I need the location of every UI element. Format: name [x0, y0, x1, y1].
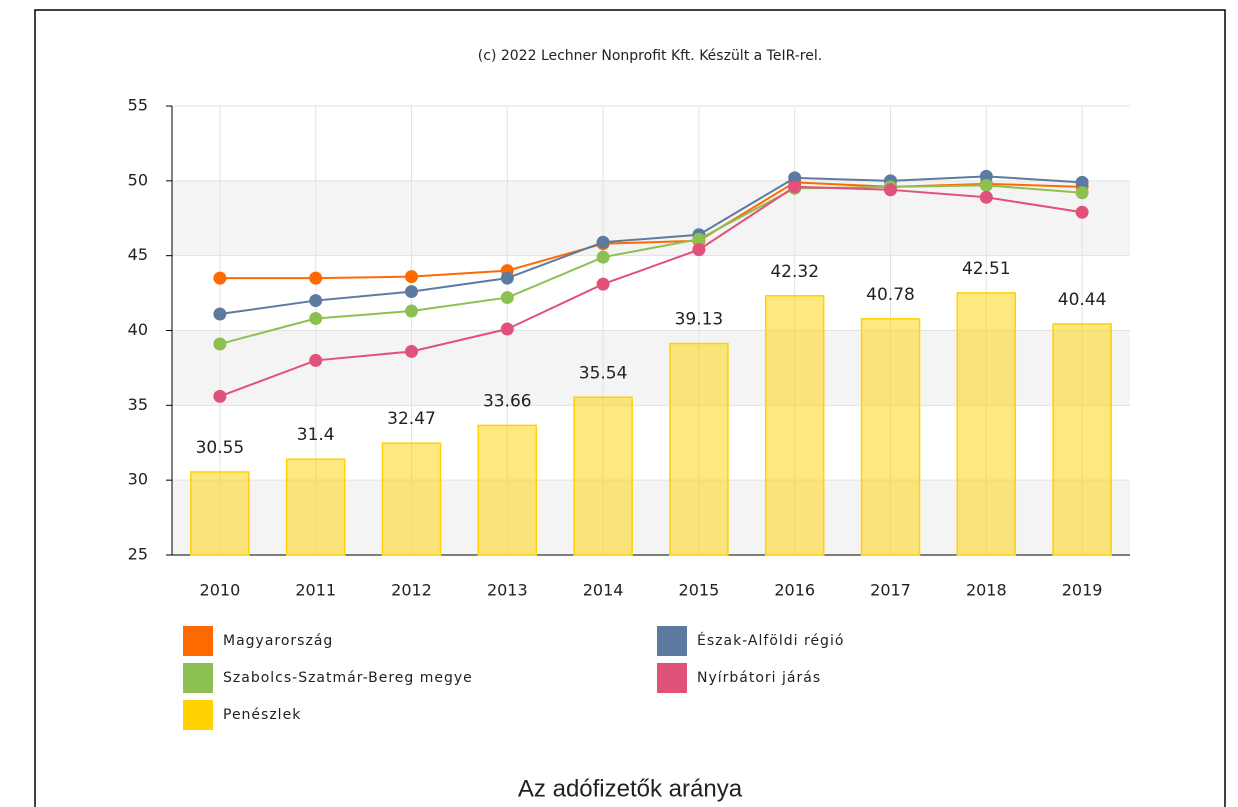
x-tick-label: 2015	[679, 581, 720, 600]
bar	[764, 295, 825, 556]
x-tick-label: 2019	[1062, 581, 1103, 600]
line	[219, 185, 1083, 398]
point	[596, 235, 610, 249]
point	[309, 312, 323, 326]
point	[500, 322, 514, 336]
point	[405, 344, 418, 358]
point	[692, 232, 706, 246]
line	[219, 184, 1083, 345]
x-tick-label: 2012	[391, 581, 432, 600]
bar	[860, 318, 921, 556]
point	[979, 169, 993, 183]
bar	[190, 471, 250, 556]
y-tick-label: 30	[128, 470, 148, 489]
y-tick-label: 25	[128, 545, 148, 564]
y-tick-label: 55	[128, 96, 148, 115]
x-tick-label: 2017	[870, 581, 911, 600]
value-label: 31.4	[297, 425, 335, 445]
x-tick-label: 2018	[966, 581, 1007, 600]
bar	[285, 458, 346, 556]
point	[1075, 186, 1089, 200]
point	[213, 389, 227, 403]
point	[1075, 175, 1089, 189]
line	[219, 175, 1083, 316]
bar	[477, 424, 538, 556]
value-label: 42.51	[962, 259, 1011, 279]
y-tick-label: 50	[128, 170, 148, 189]
value-label: 33.66	[483, 391, 532, 411]
legend-label: Magyarország	[223, 633, 333, 649]
point	[213, 271, 227, 285]
legend-swatch	[657, 663, 687, 693]
point	[405, 270, 418, 284]
legend-label: Észak-Alföldi régió	[697, 632, 844, 649]
point	[979, 190, 993, 204]
y-tick-label: 45	[128, 245, 148, 264]
chart-subtitle: (c) 2022 Lechner Nonprofit Kft. Készült …	[478, 48, 822, 64]
value-label: 40.44	[1058, 290, 1107, 310]
value-label: 39.13	[675, 310, 724, 330]
bar	[1052, 323, 1112, 556]
bar	[381, 442, 442, 556]
chart-title: Az adófizetők aránya	[518, 775, 743, 802]
point	[405, 304, 418, 318]
point	[788, 180, 802, 194]
legend-swatch	[183, 663, 213, 693]
legend-swatch	[183, 626, 213, 656]
x-tick-label: 2011	[295, 581, 336, 600]
value-label: 42.32	[770, 262, 819, 282]
x-tick-label: 2016	[774, 581, 815, 600]
bar	[573, 396, 633, 556]
point	[213, 337, 227, 351]
x-tick-label: 2013	[487, 581, 528, 600]
legend-swatch	[183, 700, 213, 730]
point	[596, 277, 610, 291]
x-tick-label: 2014	[583, 581, 624, 600]
legend-label: Penészlek	[223, 707, 301, 723]
y-tick-label: 35	[128, 395, 148, 414]
point	[692, 243, 706, 257]
legend-label: Szabolcs-Szatmár-Bereg megye	[223, 670, 473, 686]
bar	[669, 342, 729, 556]
point	[596, 250, 610, 264]
point	[884, 183, 897, 197]
point	[979, 178, 993, 192]
point	[309, 353, 323, 367]
bar	[956, 292, 1017, 556]
point	[309, 271, 323, 285]
point	[405, 285, 418, 299]
y-tick-label: 40	[128, 320, 148, 339]
value-label: 35.54	[579, 363, 628, 383]
point	[500, 271, 514, 285]
point	[788, 171, 802, 185]
value-label: 40.78	[866, 285, 915, 305]
point	[213, 307, 227, 321]
point	[309, 294, 323, 308]
legend-swatch	[657, 626, 687, 656]
x-tick-label: 2010	[200, 581, 241, 600]
value-label: 30.55	[196, 438, 245, 458]
legend-label: Nyírbátori járás	[697, 670, 821, 686]
point	[1075, 205, 1089, 219]
value-label: 32.47	[387, 409, 436, 429]
point	[500, 291, 514, 305]
